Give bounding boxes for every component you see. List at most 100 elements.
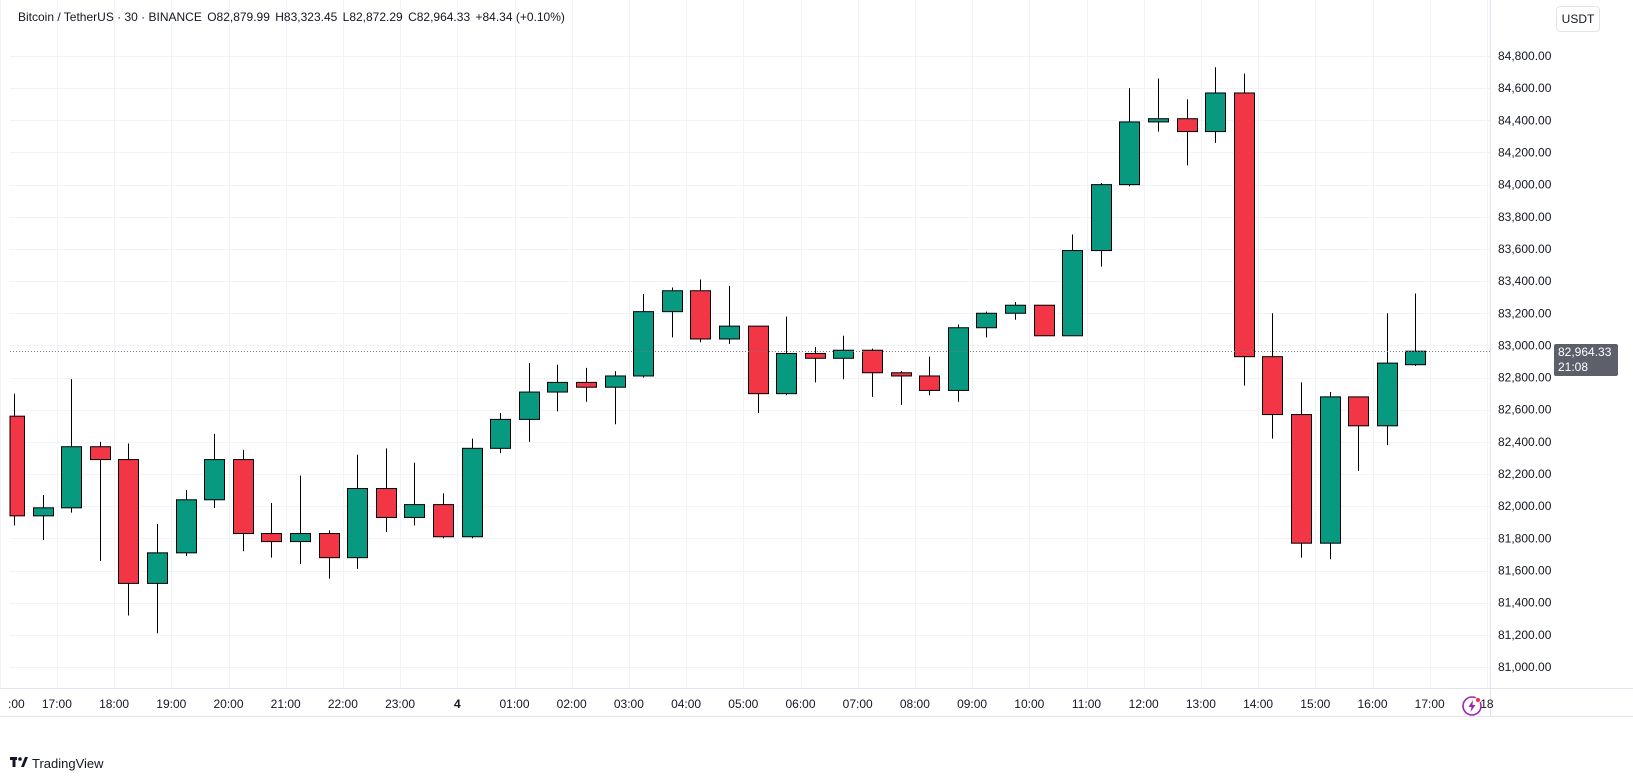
candle-body <box>462 447 483 538</box>
ohlc-high: H83,323.45 <box>275 10 338 24</box>
time-tick-label: 08:00 <box>900 697 930 711</box>
price-tick-label: 83,200.00 <box>1498 306 1552 320</box>
candle <box>605 371 626 425</box>
price-tick-label: 81,600.00 <box>1498 564 1552 578</box>
candle-body <box>1005 304 1026 314</box>
price-tick-label: 81,800.00 <box>1498 531 1552 545</box>
candle-body <box>719 325 740 340</box>
candle-body <box>1177 118 1198 133</box>
candle-body <box>261 533 282 543</box>
time-tick-label: 14:00 <box>1243 697 1273 711</box>
candle <box>833 335 854 380</box>
price-tick-label: 83,600.00 <box>1498 242 1552 256</box>
candle <box>1091 183 1112 267</box>
currency-button[interactable]: USDT <box>1556 6 1600 32</box>
candle <box>1320 392 1341 560</box>
time-tick-label: 22:00 <box>328 697 358 711</box>
time-tick-label: 19:00 <box>156 697 186 711</box>
candle-body <box>433 504 454 538</box>
candle-body <box>319 533 340 559</box>
candle <box>33 494 54 540</box>
candle-body <box>490 418 511 449</box>
time-tick-label: 16:00 <box>1357 697 1387 711</box>
candle <box>1348 396 1369 471</box>
price-axis[interactable]: 81,000.00 81,200.00 81,400.00 81,600.00 81,8… <box>1490 0 1552 716</box>
candle <box>748 325 769 413</box>
candle <box>662 287 683 338</box>
symbol-name[interactable]: Bitcoin / TetherUS · 30 · BINANCE <box>18 10 202 24</box>
candle <box>404 462 425 526</box>
candle <box>519 363 540 442</box>
candle-body <box>1148 118 1169 123</box>
candle-body <box>690 290 711 340</box>
time-tick-label: 03:00 <box>614 697 644 711</box>
candle <box>462 438 483 539</box>
candle-body <box>1405 350 1426 366</box>
candle-body <box>1377 362 1398 427</box>
candle <box>1005 302 1026 320</box>
time-tick-label: 23:00 <box>385 697 415 711</box>
candle-body <box>919 375 940 391</box>
price-tick-label: 82,000.00 <box>1498 499 1552 513</box>
candle <box>147 523 168 634</box>
time-tick-label: 15:00 <box>1300 697 1330 711</box>
candle-body <box>61 446 82 509</box>
bar-countdown: 21:08 <box>1558 359 1589 374</box>
candle-body <box>1291 414 1312 544</box>
price-tick-label: 82,400.00 <box>1498 435 1552 449</box>
candle-body <box>547 381 568 393</box>
candle <box>1405 293 1426 367</box>
time-tick-label: 18 <box>1480 697 1494 711</box>
time-tick-label: 06:00 <box>785 697 815 711</box>
candle-body <box>147 552 168 584</box>
symbol-legend: Bitcoin / TetherUS · 30 · BINANCE O82,87… <box>18 9 567 25</box>
ohlc-open: O82,879.99 <box>207 10 270 24</box>
tradingview-watermark[interactable]: TradingView <box>10 754 104 772</box>
candle <box>490 412 511 454</box>
candle-body <box>976 312 997 329</box>
lightning-bolt-icon[interactable] <box>1461 695 1483 717</box>
candle <box>719 285 740 344</box>
candle-body <box>176 499 197 554</box>
candle-body <box>376 488 397 518</box>
time-axis[interactable]: :00 17:00 18:00 19:00 20:00 21:00 22:00 23:00 4 0… <box>0 688 1633 717</box>
time-tick-label: 17:00 <box>42 697 72 711</box>
candle <box>690 279 711 343</box>
candle-body <box>576 381 597 388</box>
candle-body <box>404 504 425 518</box>
last-price-value: 82,964.33 <box>1558 344 1612 359</box>
candle-body <box>891 372 912 377</box>
ohlc-low: L82,872.29 <box>342 10 403 24</box>
time-tick-label: 02:00 <box>557 697 587 711</box>
candle <box>1062 234 1083 337</box>
price-tick-label: 82,600.00 <box>1498 403 1552 417</box>
candle <box>433 493 454 539</box>
candle-body <box>33 507 54 517</box>
candle-body <box>204 459 225 501</box>
candle <box>862 348 883 397</box>
candle <box>233 449 254 552</box>
candle <box>1148 78 1169 132</box>
price-tick-label: 84,600.00 <box>1498 81 1552 95</box>
last-price-label: 82,964.33 21:08 <box>1554 343 1618 376</box>
candle-body <box>805 352 826 359</box>
candle <box>776 316 797 396</box>
candle <box>1205 67 1226 143</box>
candle <box>90 441 111 561</box>
candle-body <box>118 459 139 584</box>
candle-body <box>1348 396 1369 427</box>
candle-body <box>90 446 111 461</box>
candle <box>1119 88 1140 187</box>
candle <box>376 448 397 532</box>
time-tick-label: 07:00 <box>843 697 873 711</box>
candle <box>1262 313 1283 439</box>
time-tick-label: 04:00 <box>671 697 701 711</box>
candle <box>547 364 568 412</box>
candle <box>176 490 197 557</box>
price-tick-label: 81,000.00 <box>1498 660 1552 674</box>
candle-body <box>605 375 626 388</box>
candle-body <box>862 349 883 374</box>
candle-body <box>1205 92 1226 133</box>
candle <box>347 454 368 569</box>
